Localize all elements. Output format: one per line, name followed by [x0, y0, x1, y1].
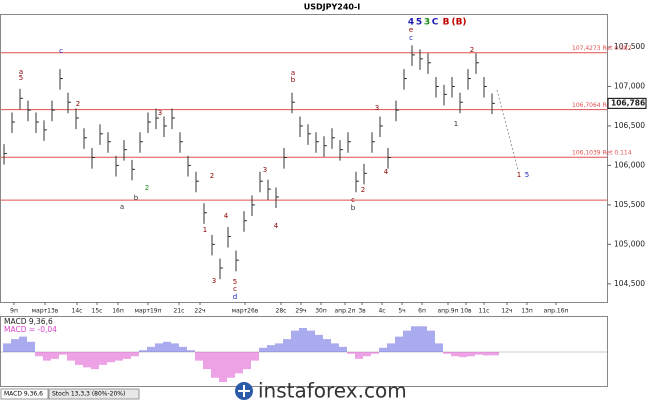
wave-label: B: [443, 18, 450, 28]
wave-label: b: [134, 194, 139, 202]
indicator-tab[interactable]: [0, 388, 49, 400]
x-tick-label: 21с: [174, 308, 185, 315]
indicator-tab[interactable]: [48, 388, 140, 400]
y-tick-label: 107,500: [614, 42, 645, 51]
x-tick-label: апр.9п: [437, 308, 458, 315]
wave-label: C: [432, 18, 439, 28]
indicator-tab-label[interactable]: Stoch 13,3,3 (80%-20%): [52, 391, 125, 398]
x-tick-label: 4с: [378, 308, 385, 315]
wave-label: 1: [203, 226, 207, 234]
wave-label: c: [59, 47, 63, 55]
wave-label: 2: [470, 46, 474, 54]
macd-frame: [0, 316, 608, 387]
x-tick-label: 11с: [479, 308, 490, 315]
y-tick-label: 105,500: [614, 200, 645, 209]
watermark: instaforex.com: [235, 379, 407, 403]
wave-label: 1: [454, 120, 458, 128]
level-label: 106,7064 Ret 0.236: [572, 102, 632, 109]
x-tick-label: 16п: [112, 308, 124, 315]
wave-label: 5: [233, 278, 237, 286]
wave-label: c: [233, 285, 237, 293]
wave-label: 1: [517, 171, 521, 179]
projection: [496, 89, 519, 171]
price-frame: [0, 14, 608, 303]
wave-label: a: [120, 203, 124, 211]
macd-value: MACD = -0,04: [4, 325, 57, 334]
wave-label: 4: [408, 18, 414, 28]
wave-label: 5: [525, 171, 529, 179]
wave-label: 4: [274, 222, 279, 230]
wave-label: 2: [145, 184, 149, 192]
wave-label: 3: [375, 104, 379, 112]
y-tick-label: 104,500: [614, 279, 645, 288]
chart-title: USDJPY240-I: [304, 3, 361, 12]
wave-label: 3: [263, 166, 267, 174]
wave-label: 3: [212, 277, 216, 285]
x-tick-label: 15с: [92, 308, 103, 315]
wave-label: 2: [361, 186, 365, 194]
level-label: 106,1039 Ret 0.114: [572, 150, 632, 157]
wave-label: e: [409, 26, 413, 34]
x-tick-label: 9п: [10, 308, 18, 315]
x-tick-label: 5ч: [398, 308, 405, 315]
x-tick-label: 22ч: [194, 308, 205, 315]
x-tick-label: 6п: [418, 308, 426, 315]
wave-label: d: [233, 293, 237, 301]
watermark-text: instaforex.com: [258, 379, 407, 403]
wave-label: 3: [158, 109, 162, 117]
wave-label: 5: [19, 74, 23, 82]
indicator-tab-label[interactable]: MACD 9,36,6: [4, 391, 43, 398]
x-tick-label: 29ч: [295, 308, 306, 315]
x-tick-label: 14с: [72, 308, 83, 315]
wave-label: 4: [384, 168, 389, 176]
macd-label: MACD 9,36,6: [4, 317, 53, 326]
x-tick-label: апр.16п: [544, 308, 569, 315]
last-price-box: [607, 97, 647, 109]
x-tick-label: март26в: [232, 308, 259, 315]
wave-label: (B): [451, 18, 466, 28]
x-tick-label: 10в: [460, 308, 472, 315]
x-tick-label: 3в: [358, 308, 366, 315]
wave-label: b: [351, 204, 356, 212]
last-price-label: 106,786: [611, 98, 645, 107]
x-tick-label: 12ч: [501, 308, 512, 315]
y-tick-label: 107,000: [614, 81, 645, 90]
x-tick-label: март13в: [32, 308, 59, 315]
y-tick-label: 105,000: [614, 239, 645, 248]
wave-label: c: [409, 34, 413, 42]
wave-label: 4: [224, 212, 229, 220]
y-tick-label: 106,000: [614, 160, 645, 169]
level-label: 107,4273 Ret 0.382: [572, 45, 632, 52]
x-tick-label: апр.2п: [334, 308, 355, 315]
y-tick-label: 106,500: [614, 121, 645, 130]
wave-label: b: [291, 76, 296, 84]
wave-label: 2: [210, 172, 214, 180]
wave-label: 3: [424, 18, 430, 28]
x-tick-label: март19п: [134, 308, 161, 315]
wave-label: c: [351, 196, 355, 204]
wave-label: a: [19, 68, 23, 76]
x-tick-label: 28с: [276, 308, 287, 315]
wave-label: a: [291, 69, 295, 77]
wave-label: 2: [76, 100, 80, 108]
wave-label: 5: [416, 18, 422, 28]
x-tick-label: 30п: [315, 308, 327, 315]
x-tick-label: 13п: [521, 308, 533, 315]
